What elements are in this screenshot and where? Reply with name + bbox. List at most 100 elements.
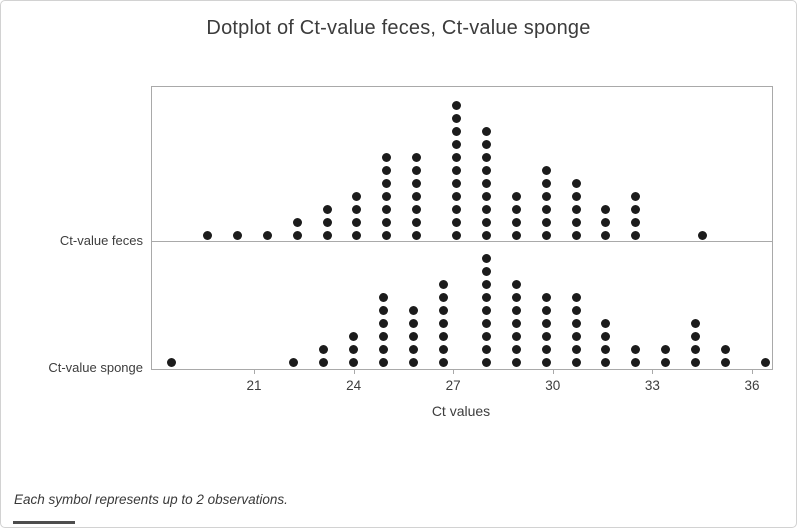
dot	[319, 345, 329, 354]
dot	[541, 345, 551, 354]
dot	[601, 205, 611, 214]
plot-area: 21 24 27 30 33 36	[151, 86, 773, 393]
dot	[382, 153, 392, 162]
dot	[541, 205, 551, 214]
dot	[412, 179, 422, 188]
dot	[452, 231, 462, 240]
dot	[262, 231, 272, 240]
dot	[408, 306, 418, 315]
dot	[481, 153, 491, 162]
dot	[352, 205, 362, 214]
dot	[481, 267, 491, 276]
dot	[601, 231, 611, 240]
x-tick-label: 36	[744, 378, 760, 393]
dot	[438, 306, 448, 315]
dot	[166, 358, 176, 367]
dot	[571, 345, 581, 354]
dot	[378, 293, 388, 302]
dot	[292, 218, 302, 227]
dot	[438, 332, 448, 341]
dot	[481, 280, 491, 289]
dot	[571, 306, 581, 315]
dot	[511, 280, 521, 289]
dot	[571, 218, 581, 227]
dot	[292, 231, 302, 240]
dot	[349, 358, 359, 367]
dot	[349, 332, 359, 341]
dot	[378, 332, 388, 341]
dot	[452, 114, 462, 123]
dot	[720, 358, 730, 367]
dot	[289, 358, 299, 367]
dot	[571, 231, 581, 240]
dot	[378, 319, 388, 328]
dot	[511, 293, 521, 302]
x-tick-label: 24	[346, 378, 362, 393]
x-tick-mark	[752, 369, 753, 374]
dot	[511, 345, 521, 354]
dot	[541, 179, 551, 188]
dot	[382, 231, 392, 240]
dot	[382, 205, 392, 214]
dot	[481, 345, 491, 354]
dot	[541, 306, 551, 315]
dot	[378, 345, 388, 354]
dot	[452, 205, 462, 214]
dot	[452, 101, 462, 110]
dot	[452, 127, 462, 136]
dot	[232, 231, 242, 240]
dot	[631, 192, 641, 201]
dot	[511, 358, 521, 367]
dot	[571, 179, 581, 188]
symbol-footnote: Each symbol represents up to 2 observati…	[14, 492, 288, 507]
dot	[352, 192, 362, 201]
dot	[481, 179, 491, 188]
dot	[452, 192, 462, 201]
dot	[438, 358, 448, 367]
dot	[511, 306, 521, 315]
dot	[438, 345, 448, 354]
dot	[408, 358, 418, 367]
dot	[697, 231, 707, 240]
dot	[601, 345, 611, 354]
dot	[452, 166, 462, 175]
dot	[631, 231, 641, 240]
dot	[481, 358, 491, 367]
dot	[571, 358, 581, 367]
dot	[481, 306, 491, 315]
dot	[452, 179, 462, 188]
dot	[452, 153, 462, 162]
x-tick-mark	[652, 369, 654, 374]
dot	[691, 358, 701, 367]
dot	[382, 179, 392, 188]
dot	[412, 231, 422, 240]
dot	[481, 205, 491, 214]
dot	[481, 218, 491, 227]
dot	[541, 218, 551, 227]
dot	[382, 218, 392, 227]
dot	[631, 358, 641, 367]
dot	[481, 254, 491, 263]
dot	[571, 205, 581, 214]
dot	[481, 319, 491, 328]
dot	[322, 218, 332, 227]
dot	[382, 192, 392, 201]
x-tick-label: 33	[644, 378, 660, 393]
dot	[322, 205, 332, 214]
dot	[571, 332, 581, 341]
dot	[601, 319, 611, 328]
dot	[601, 358, 611, 367]
dot	[601, 332, 611, 341]
row-label-ct-value-sponge: Ct-value sponge	[48, 360, 143, 375]
dot	[511, 218, 521, 227]
x-tick-label: 30	[545, 378, 561, 393]
dot	[481, 192, 491, 201]
dot	[378, 306, 388, 315]
dot	[691, 319, 701, 328]
dot	[481, 231, 491, 240]
dot	[382, 166, 392, 175]
dot	[511, 192, 521, 201]
dot	[691, 332, 701, 341]
dot	[661, 345, 671, 354]
dot	[481, 332, 491, 341]
